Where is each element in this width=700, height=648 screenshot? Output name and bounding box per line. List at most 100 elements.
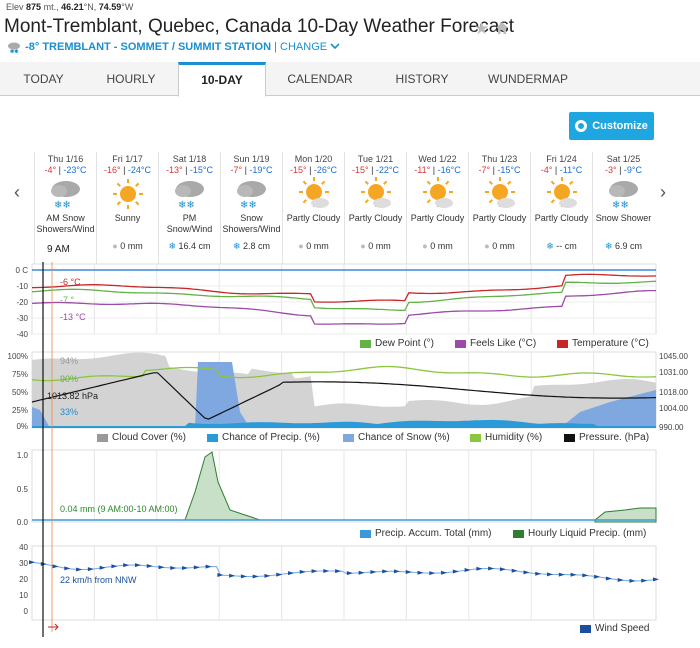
tab-wundermap[interactable]: WUNDERMAP: [488, 72, 568, 86]
station-name[interactable]: TREMBLANT - SOMMET / SUMMIT STATION: [42, 41, 272, 53]
day-temps: -16° | -24°C: [103, 165, 152, 175]
day-high: -4°: [44, 165, 57, 175]
legend-snow-chance[interactable]: Chance of Snow (%): [343, 432, 450, 443]
day-temps: -4° | -11°C: [540, 165, 583, 175]
wind-arrow: [335, 569, 342, 574]
day-precip-amount: 2.8 cm: [243, 241, 271, 251]
legend-dew[interactable]: Dew Point (°): [360, 338, 434, 349]
day-date: Wed 1/22: [418, 154, 457, 164]
wind-arrow: [558, 572, 565, 577]
day-column[interactable]: Sat 1/18 -13° | -15°C ❄❄ PM Snow/Wind ❄ …: [158, 152, 220, 264]
wind-arrow: [535, 571, 542, 576]
partly-cloudy-icon: [361, 177, 391, 208]
day-date: Sat 1/18: [172, 154, 207, 164]
legend-feels[interactable]: Feels Like (°C): [455, 338, 536, 349]
tab-history[interactable]: HISTORY: [395, 72, 449, 86]
raindrop-icon: ●: [484, 241, 490, 251]
wind-arrow: [594, 574, 601, 579]
day-low: -19°C: [249, 165, 273, 175]
wind-arrow: [323, 568, 330, 573]
lat-value: 46.21: [61, 2, 84, 12]
wind-arrow: [29, 560, 35, 565]
day-low: -16°C: [437, 165, 461, 175]
tab-hourly[interactable]: HOURLY: [106, 72, 156, 86]
wind-arrow: [582, 573, 589, 578]
legend-wind-speed[interactable]: Wind Speed: [580, 623, 649, 634]
wind-arrow: [429, 571, 436, 576]
prev-arrow-icon[interactable]: ‹: [14, 182, 20, 202]
legend-humidity[interactable]: Humidity (%): [470, 432, 542, 443]
cloud-ytick-0: 100%: [7, 352, 28, 361]
svg-text:❄❄: ❄❄: [612, 200, 629, 211]
station-bar: ✱✱ -8° TREMBLANT - SOMMET / SUMMIT STATI…: [6, 41, 340, 55]
day-column[interactable]: Fri 1/24 -4° | -11°C Partly Cloudy ❄ -- …: [530, 152, 592, 264]
wind-value-label: 22 km/h from NNW: [60, 575, 137, 585]
day-temps: -15° | -26°C: [289, 165, 338, 175]
wind-arrow: [570, 572, 577, 577]
wind-arrow: [417, 570, 424, 575]
day-column[interactable]: Sat 1/25 -3° | -9°C ❄❄ Snow Shower ❄ 6.9…: [592, 152, 654, 264]
wind-arrow: [617, 578, 624, 583]
day-precip-amount: 0 mm: [120, 241, 143, 251]
day-high: -13°: [165, 165, 183, 175]
svg-text:❄❄: ❄❄: [54, 200, 71, 211]
day-high: -7°: [230, 165, 243, 175]
cloud-ytick-1: 75%: [11, 370, 28, 379]
elev-value: 875: [26, 2, 42, 12]
precip-value-label: 0.04 mm (9 AM:00-10 AM:00): [60, 504, 178, 514]
legend-precip-accum[interactable]: Precip. Accum. Total (mm): [360, 528, 492, 539]
day-precip: ❄ 2.8 cm: [221, 241, 282, 252]
legend-hourly-precip[interactable]: Hourly Liquid Precip. (mm): [513, 528, 646, 539]
day-precip-amount: 0 mm: [306, 241, 329, 251]
wind-arrow: [299, 569, 306, 574]
day-low: -24°C: [127, 165, 152, 175]
day-precip: ❄ 16.4 cm: [159, 241, 220, 252]
next-arrow-icon[interactable]: ›: [660, 182, 666, 202]
temp-ytick-0: 0 C: [15, 266, 28, 275]
day-column[interactable]: Mon 1/20 -15° | -26°C Partly Cloudy ● 0 …: [282, 152, 344, 264]
wind-arrow: [99, 565, 106, 570]
legend-pressure[interactable]: Pressure. (hPa): [564, 432, 649, 443]
tab-today[interactable]: TODAY: [23, 72, 64, 86]
day-temps: -3° | -9°C: [604, 165, 643, 175]
day-column[interactable]: Fri 1/17 -16° | -24°C Sunny ● 0 mm: [96, 152, 158, 264]
favorite-star-icon[interactable]: ★: [474, 19, 490, 38]
chevron-down-icon[interactable]: [330, 42, 340, 50]
temp-ytick-3: -30: [16, 314, 28, 323]
day-column[interactable]: Sun 1/19 -7° | -19°C ❄❄ Snow Showers/Win…: [220, 152, 282, 264]
charts-svg[interactable]: [0, 262, 700, 648]
legend-precip-chance[interactable]: Chance of Precip. (%): [207, 432, 320, 443]
day-high: -7°: [478, 165, 491, 175]
day-low: -11°C: [559, 165, 583, 175]
home-icon[interactable]: [495, 21, 509, 35]
day-column[interactable]: Thu 1/23 -7° | -15°C Partly Cloudy ● 0 m…: [468, 152, 530, 264]
elev-label: Elev: [6, 2, 24, 12]
day-column[interactable]: Wed 1/22 -11° | -16°C Partly Cloudy ● 0 …: [406, 152, 468, 264]
day-column[interactable]: Thu 1/16 -4° | -23°C ❄❄ AM Snow Showers/…: [34, 152, 96, 264]
change-link[interactable]: CHANGE: [280, 41, 328, 53]
day-precip: ● 0 mm: [345, 241, 406, 251]
cloud-ytick-4: 0%: [16, 422, 28, 431]
day-date: Thu 1/23: [481, 154, 518, 164]
day-date: Fri 1/17: [112, 154, 143, 164]
day-condition: Partly Cloudy: [410, 213, 465, 223]
gear-icon: [575, 120, 588, 132]
wind-arrow: [452, 569, 459, 574]
legend-cloud-cover[interactable]: Cloud Cover (%): [97, 432, 186, 443]
wind-arrow: [134, 563, 141, 568]
day-column[interactable]: Tue 1/21 -15° | -22°C Partly Cloudy ● 0 …: [344, 152, 406, 264]
legend-temp[interactable]: Temperature (°C): [557, 338, 649, 349]
wind-arrow: [76, 567, 83, 572]
wind-arrow: [64, 566, 71, 571]
wind-ytick-0: 40: [19, 543, 28, 552]
day-temps: -7° | -19°C: [230, 165, 273, 175]
snow-cloud-icon: ❄❄: [609, 181, 638, 211]
wind-arrow: [523, 570, 530, 575]
cloud-value-label: 94%: [60, 356, 79, 366]
hourly-precip-area: [594, 507, 657, 523]
customize-button[interactable]: Customize: [569, 112, 654, 140]
tab-10-day[interactable]: 10-DAY: [178, 62, 266, 97]
day-precip-amount: 0 mm: [430, 241, 453, 251]
wind-arrow: [629, 578, 636, 583]
tab-calendar[interactable]: CALENDAR: [287, 72, 353, 86]
